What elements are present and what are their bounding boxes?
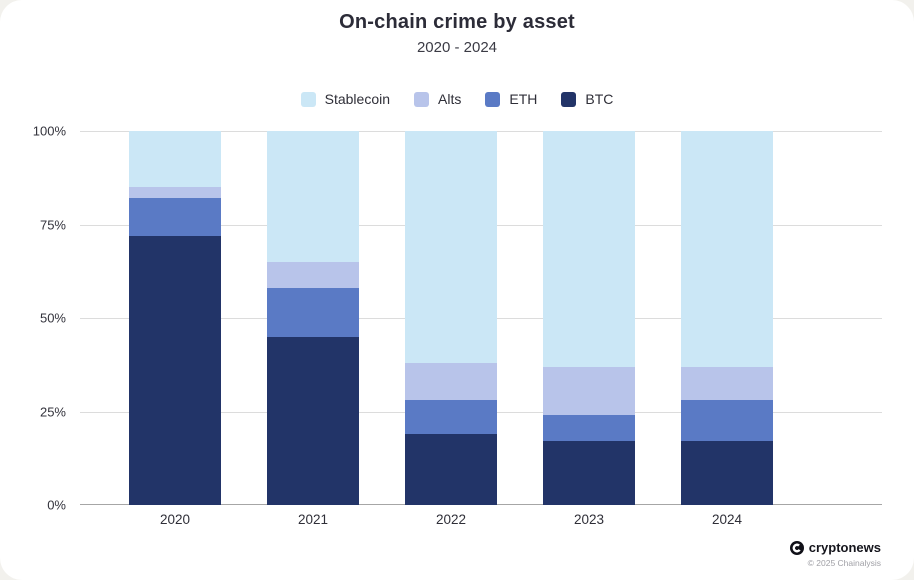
plot-area	[80, 131, 882, 505]
bar-2021-segment-stablecoin	[267, 131, 359, 262]
bar-2024-segment-eth	[681, 400, 773, 442]
brand: cryptonews	[789, 540, 881, 555]
legend-item-eth: ETH	[485, 91, 537, 107]
bar-2024-segment-btc	[681, 441, 773, 505]
bar-2023-segment-btc	[543, 441, 635, 505]
legend-label-alts: Alts	[438, 91, 462, 107]
bar-2021-segment-btc	[267, 336, 359, 505]
bar-2022-segment-alts	[405, 362, 497, 401]
bar-2021-segment-alts	[267, 261, 359, 289]
bar-2020	[129, 131, 221, 505]
bar-2023-segment-eth	[543, 415, 635, 442]
legend-swatch-stablecoin-icon	[300, 91, 316, 107]
bar-2023	[543, 131, 635, 505]
bar-2022	[405, 131, 497, 505]
y-tick-label-50: 50%	[39, 310, 66, 326]
x-tick-label-2022: 2022	[435, 512, 467, 527]
legend-swatch-eth-icon	[485, 91, 501, 107]
x-tick-label-2020: 2020	[159, 512, 191, 527]
y-tick-label-0: 0%	[47, 497, 66, 513]
legend-swatch-btc-icon	[561, 91, 577, 107]
y-axis-labels: 100% 75% 50% 25% 0%	[0, 124, 72, 513]
x-axis-labels: 2020 2021 2022 2023 2024	[80, 512, 882, 527]
bar-2024-segment-stablecoin	[681, 131, 773, 367]
y-tick-label-100: 100%	[32, 123, 66, 139]
bar-2024-segment-alts	[681, 366, 773, 401]
legend-label-btc: BTC	[585, 91, 614, 107]
bar-2021-segment-eth	[267, 288, 359, 337]
bar-2020-segment-alts	[129, 187, 221, 199]
y-tick-label-75: 75%	[39, 217, 66, 232]
bar-2023-segment-alts	[543, 366, 635, 416]
cryptonews-logo-icon	[789, 540, 804, 555]
chart-subtitle: 2020 - 2024	[416, 39, 498, 56]
attribution-text: © 2025 Chainalysis	[807, 558, 881, 568]
legend-swatch-alts-icon	[414, 91, 430, 107]
bar-2024	[681, 131, 773, 505]
legend-item-alts: Alts	[414, 91, 461, 107]
legend-item-btc: BTC	[561, 91, 613, 107]
bar-2020-segment-eth	[129, 198, 221, 236]
bars	[80, 131, 882, 505]
bar-2020-segment-btc	[129, 235, 221, 505]
legend-item-stablecoin: Stablecoin	[300, 91, 391, 107]
x-tick-label-2021: 2021	[297, 512, 329, 527]
bar-2021	[267, 131, 359, 505]
legend-label-stablecoin: Stablecoin	[324, 91, 391, 107]
x-tick-label-2024: 2024	[711, 512, 743, 527]
bar-2020-segment-stablecoin	[129, 131, 221, 188]
bar-2022-segment-stablecoin	[405, 131, 497, 363]
legend: Stablecoin Alts ETH BTC	[0, 91, 914, 107]
footer: cryptonews © 2025 Chainalysis	[789, 540, 881, 568]
bar-2023-segment-stablecoin	[543, 131, 635, 367]
x-tick-label-2023: 2023	[573, 512, 605, 527]
bar-2022-segment-eth	[405, 400, 497, 434]
brand-name: cryptonews	[808, 540, 881, 555]
chart-title: On-chain crime by asset	[339, 11, 575, 33]
bar-2022-segment-btc	[405, 433, 497, 505]
legend-label-eth: ETH	[509, 91, 538, 107]
y-tick-label-25: 25%	[39, 404, 66, 419]
